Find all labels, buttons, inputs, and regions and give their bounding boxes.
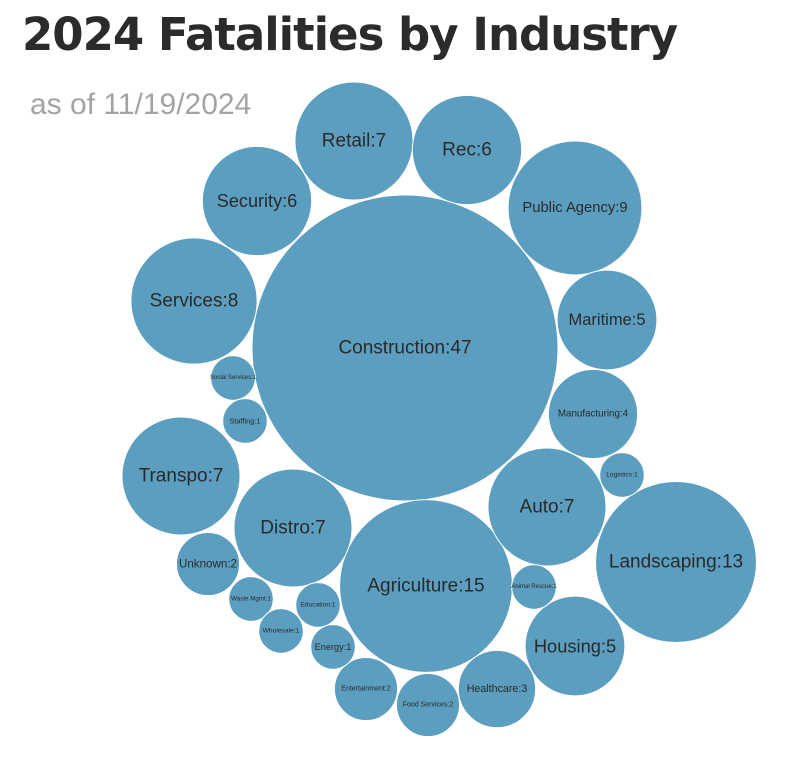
bubble-circle (210, 355, 256, 401)
bubble-circle (457, 649, 537, 729)
bubble-label: Entertainment:2 (341, 686, 391, 693)
bubble-healthcare: Healthcare:3 (457, 649, 537, 729)
bubble-agriculture: Agriculture:15 (339, 499, 513, 673)
bubble-label: Food Services:2 (403, 702, 454, 709)
bubble-label: Rec:6 (442, 140, 492, 161)
bubble-waste-mgmt: Waste Mgmt:1 (228, 576, 274, 622)
bubble-circle (175, 531, 241, 597)
bubble-label: Manufacturing:4 (558, 409, 629, 420)
bubble-distro: Distro:7 (233, 468, 353, 588)
bubble-circle (233, 468, 353, 588)
bubble-circle (310, 624, 356, 670)
bubble-services: Services:8 (130, 237, 258, 365)
bubble-logistics: Logistics:1 (599, 452, 645, 498)
bubble-circle (228, 576, 274, 622)
bubble-education: Education:1 (295, 582, 341, 628)
bubble-label: Security:6 (217, 191, 297, 211)
bubble-label: Housing:5 (534, 636, 616, 657)
bubble-label: Staffing:1 (229, 417, 260, 426)
bubble-circle (507, 140, 643, 276)
bubble-label: Maritime:5 (568, 311, 645, 329)
bubble-landscaping: Landscaping:13 (595, 481, 757, 643)
bubble-label: Education:1 (300, 602, 336, 609)
bubble-circle (295, 582, 341, 628)
bubble-label: Waste Mgmt:1 (231, 596, 271, 603)
bubble-transpo: Transpo:7 (121, 416, 241, 536)
bubble-circle (121, 416, 241, 536)
bubble-label: Construction:47 (338, 338, 471, 359)
bubble-circle (556, 269, 658, 371)
bubble-unknown: Unknown:2 (175, 531, 241, 597)
bubble-circle (595, 481, 757, 643)
chart-title: 2024 Fatalities by Industry (22, 8, 678, 61)
bubble-circle (251, 194, 559, 502)
bubble-label: Healthcare:3 (467, 683, 528, 695)
bubble-label: Wholesale:1 (263, 628, 300, 635)
bubble-construction: Construction:47 (251, 194, 559, 502)
bubble-circle (524, 595, 626, 697)
bubble-label: Social Services:1 (210, 375, 257, 381)
bubble-retail: Retail:7 (294, 81, 414, 201)
bubble-circle (511, 564, 557, 610)
bubble-entertainment: Entertainment:2 (333, 656, 399, 722)
bubble-social-services: Social Services:1 (210, 355, 257, 401)
chart-subtitle: as of 11/19/2024 (30, 88, 252, 121)
bubble-circle (487, 447, 607, 567)
bubble-rec: Rec:6 (411, 94, 523, 206)
bubble-label: Services:8 (150, 291, 239, 312)
bubble-manufacturing: Manufacturing:4 (547, 368, 639, 460)
bubble-animal-rescue: Animal Rescue:1 (511, 564, 557, 610)
bubble-label: Energy:1 (315, 642, 352, 652)
bubble-auto: Auto:7 (487, 447, 607, 567)
bubble-public-agency: Public Agency:9 (507, 140, 643, 276)
bubble-label: Animal Rescue:1 (511, 584, 557, 590)
bubble-label: Logistics:1 (606, 472, 638, 479)
bubble-food-services: Food Services:2 (395, 672, 461, 738)
bubble-circle (258, 608, 304, 654)
bubble-label: Unknown:2 (179, 558, 237, 571)
bubble-circle (547, 368, 639, 460)
bubble-security: Security:6 (201, 145, 313, 257)
bubble-label: Auto:7 (520, 497, 575, 518)
bubble-label: Public Agency:9 (522, 200, 627, 216)
bubble-circle (222, 398, 268, 444)
bubble-circle (599, 452, 645, 498)
bubble-label: Landscaping:13 (609, 552, 743, 573)
bubble-label: Agriculture:15 (367, 576, 484, 597)
bubble-circle (395, 672, 461, 738)
bubble-wholesale: Wholesale:1 (258, 608, 304, 654)
bubble-circle (130, 237, 258, 365)
bubble-energy: Energy:1 (310, 624, 356, 670)
bubble-circle (333, 656, 399, 722)
bubble-maritime: Maritime:5 (556, 269, 658, 371)
bubble-label: Retail:7 (322, 131, 386, 152)
bubble-housing: Housing:5 (524, 595, 626, 697)
bubble-label: Distro:7 (260, 518, 325, 539)
bubble-circle (411, 94, 523, 206)
bubble-label: Transpo:7 (139, 466, 224, 487)
bubble-staffing: Staffing:1 (222, 398, 268, 444)
bubble-circle (201, 145, 313, 257)
